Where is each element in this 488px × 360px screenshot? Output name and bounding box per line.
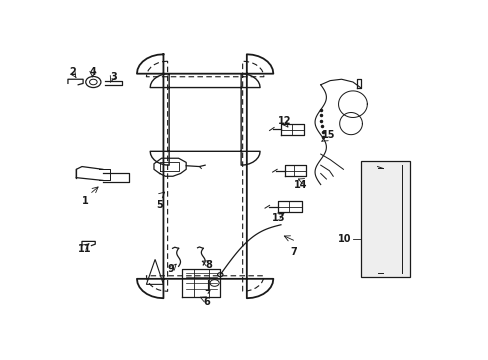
Text: 14: 14	[293, 180, 307, 190]
Text: 6: 6	[203, 297, 210, 307]
Text: 1: 1	[82, 196, 89, 206]
Bar	[360, 161, 409, 278]
Text: 9: 9	[167, 264, 174, 274]
Text: 5: 5	[156, 201, 163, 210]
Text: 10: 10	[337, 234, 350, 244]
Text: 7: 7	[290, 247, 297, 257]
Text: 15: 15	[321, 130, 334, 140]
Text: 2: 2	[69, 67, 76, 77]
Text: 3: 3	[110, 72, 117, 82]
Text: 12: 12	[277, 116, 291, 126]
Text: 13: 13	[272, 213, 285, 224]
Text: 11: 11	[78, 244, 91, 254]
Text: 8: 8	[205, 260, 212, 270]
Text: 4: 4	[89, 67, 96, 77]
